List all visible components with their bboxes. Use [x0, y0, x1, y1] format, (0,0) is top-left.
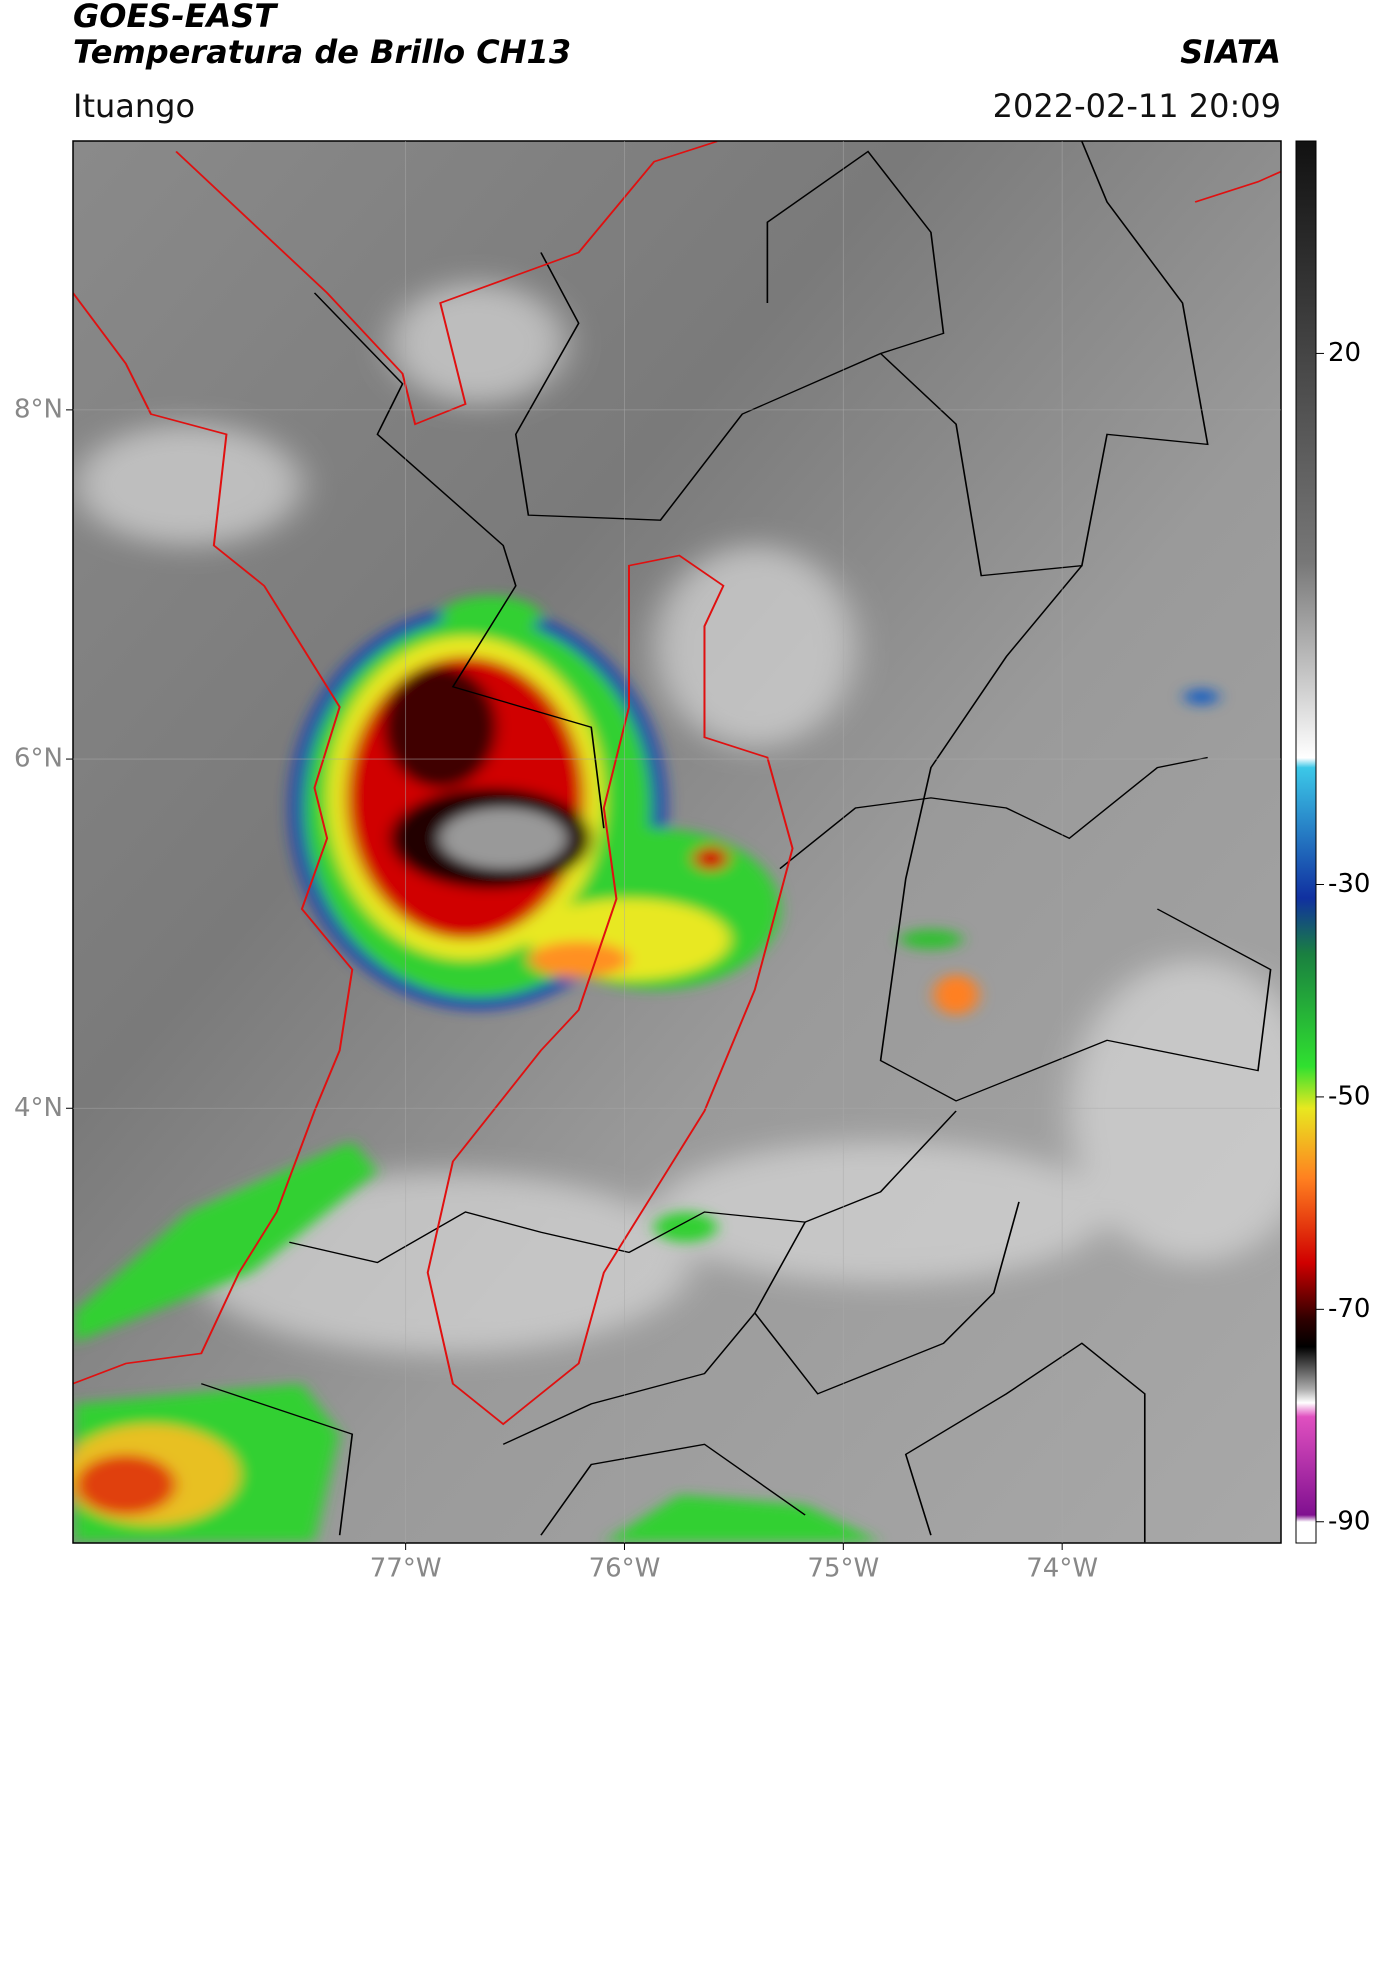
x-tick-label: 77°W — [370, 1554, 442, 1584]
product: Temperatura de Brillo CH13 — [73, 33, 571, 71]
colorbar-tick-label: -50 — [1328, 1081, 1370, 1111]
colorbar-tick-label: -30 — [1328, 869, 1370, 899]
y-tick-label: 8°N — [14, 394, 63, 424]
map-image — [73, 141, 1281, 1543]
datetime: 2022-02-11 20:09 — [993, 87, 1281, 125]
satellite: GOES-EAST — [73, 0, 278, 35]
y-tick-label: 4°N — [14, 1093, 63, 1123]
region: Ituango — [73, 87, 195, 125]
colorbar-tick-label: -90 — [1328, 1506, 1370, 1536]
x-tick-label: 75°W — [807, 1554, 879, 1584]
colorbar — [1295, 140, 1317, 1544]
source: SIATA — [1180, 33, 1281, 71]
x-tick-label: 76°W — [589, 1554, 661, 1584]
y-tick-label: 6°N — [14, 744, 63, 774]
colorbar-tick-label: -70 — [1328, 1294, 1370, 1324]
map-frame — [72, 140, 1282, 1544]
colorbar-tick-label: 20 — [1328, 338, 1361, 368]
x-tick-label: 74°W — [1026, 1554, 1098, 1584]
